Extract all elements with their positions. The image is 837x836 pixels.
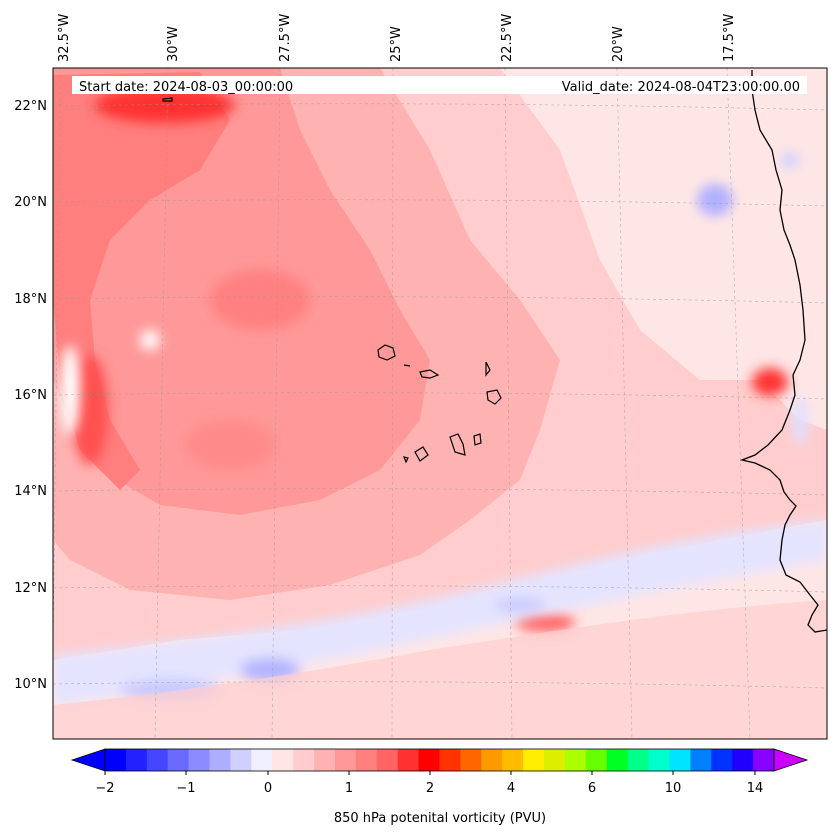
map-panel (53, 68, 827, 739)
colorbar-bin (669, 749, 691, 771)
colorbar-tick-label: 14 (747, 781, 764, 796)
colorbar-bin (230, 749, 252, 771)
colorbar-bin (188, 749, 210, 771)
start-date-label: Start date: 2024-08-03_00:00:00 (79, 80, 293, 95)
lat-label: 12°N (14, 581, 47, 596)
colorbar-tick-label: 4 (507, 781, 515, 796)
colorbar-bin (732, 749, 754, 771)
colorbar-bin (355, 749, 378, 771)
colorbar-bin (334, 749, 357, 771)
colorbar-bin (439, 749, 461, 771)
coastline-africa (739, 70, 827, 633)
lat-label: 20°N (14, 195, 47, 210)
colorbar-bin (272, 749, 294, 771)
colorbar-bin (690, 749, 712, 771)
colorbar-tick-label: 2 (426, 781, 434, 796)
colorbar-tick-label: 10 (665, 781, 682, 796)
colorbar-bin (125, 749, 148, 771)
colorbar-title: 850 hPa potenital vorticity (PVU) (334, 811, 546, 826)
latitude-labels: 22°N 20°N 18°N 16°N 14°N 12°N 10°N (14, 99, 47, 692)
colorbar-bin (105, 749, 127, 771)
colorbar-over-arrow (773, 748, 809, 772)
lon-label: 22.5°W (500, 14, 515, 62)
lon-label: 27.5°W (278, 14, 293, 62)
colorbar-bin (167, 749, 190, 771)
colorbar-bin (648, 749, 670, 771)
lat-label: 22°N (14, 99, 47, 114)
colorbar-bin (711, 749, 733, 771)
lon-label: 17.5°W (722, 14, 737, 62)
map-frame (52, 67, 828, 740)
colorbar-tick-label: −1 (176, 781, 195, 796)
colorbar-bin (397, 749, 419, 771)
longitude-labels: 32.5°W 30°W 27.5°W 25°W 22.5°W 20°W 17.5… (57, 14, 737, 62)
colorbar-tick-label: −2 (95, 781, 114, 796)
colorbar-under-arrow (70, 748, 106, 772)
colorbar-bin (293, 749, 315, 771)
colorbar-tick-label: 1 (345, 781, 353, 796)
pv-minima (53, 152, 827, 705)
lat-label: 14°N (14, 484, 47, 499)
lat-label: 10°N (14, 677, 47, 692)
colorbar-bin (606, 749, 629, 771)
colorbar-bin (376, 749, 399, 771)
colorbar-bin (502, 749, 524, 771)
colorbar-bin (564, 749, 587, 771)
colorbar-bin (460, 749, 482, 771)
colorbar-bin (585, 749, 608, 771)
colorbar-bin (418, 749, 440, 771)
colorbar-tick-label: 6 (588, 781, 596, 796)
lon-label: 25°W (389, 26, 404, 62)
colorbar-bin (627, 749, 649, 771)
colorbar-ticks (104, 771, 756, 775)
colorbar-tick-label: 0 (264, 781, 272, 796)
lon-label: 32.5°W (57, 14, 72, 62)
colorbar-bin (146, 749, 169, 771)
lat-label: 16°N (14, 388, 47, 403)
pv-field-south-band (53, 600, 827, 739)
lat-label: 18°N (14, 292, 47, 307)
colorbar-bin (523, 749, 545, 771)
lon-label: 20°W (611, 26, 626, 62)
islands-cabo-verde (162, 97, 502, 464)
colorbar-bin (209, 749, 231, 771)
valid-date-label: Valid_date: 2024-08-04T23:00:00.00 (562, 80, 800, 95)
colorbar-bin (481, 749, 503, 771)
colorbar-bin (251, 749, 273, 771)
lon-label: 30°W (166, 26, 181, 62)
colorbar-frame (104, 748, 775, 772)
graticule (53, 68, 827, 739)
colorbar-bins (105, 749, 775, 771)
colorbar-bin (753, 749, 775, 771)
colorbar-bin (314, 749, 336, 771)
header-strip (72, 76, 807, 94)
colorbar: −2 −1 0 1 2 4 6 10 14 850 hPa potenital … (70, 748, 809, 826)
colorbar-bin (544, 749, 566, 771)
